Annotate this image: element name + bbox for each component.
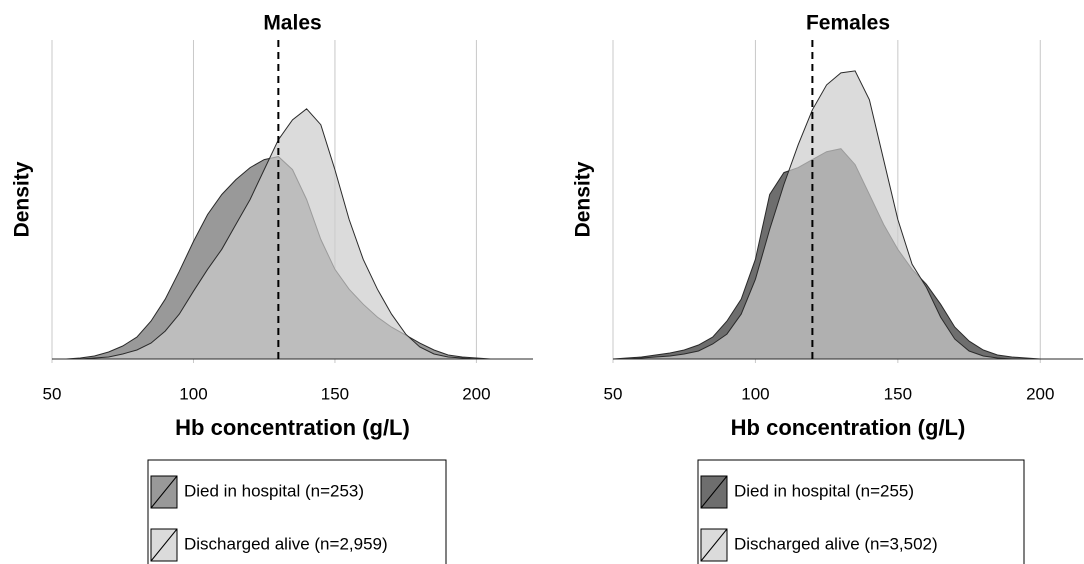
x-tick-label: 200 [1026,384,1054,403]
legend-swatch-slash [700,528,728,562]
legend-box [697,459,1025,564]
y-axis-label: Density [572,161,595,237]
legend-swatch-slash [150,528,178,562]
x-tick-label: 50 [604,384,623,403]
x-axis-label: Hb concentration (g/L) [731,415,966,440]
legend-swatch-slash [150,475,178,509]
density-area [52,108,533,360]
x-tick-label: 150 [321,384,349,403]
legend-label: Discharged alive (n=2,959) [184,534,388,553]
legend-label: Died in hospital (n=253) [184,481,364,500]
density-area [613,70,1083,360]
x-tick-label: 100 [741,384,769,403]
legend-label: Discharged alive (n=3,502) [734,534,938,553]
x-tick-label: 50 [43,384,62,403]
legend-box [147,459,447,564]
x-tick-label: 100 [179,384,207,403]
legend-label: Died in hospital (n=255) [734,481,914,500]
x-tick-label: 200 [462,384,490,403]
x-axis-label: Hb concentration (g/L) [175,415,410,440]
y-axis-label: Density [11,161,34,237]
x-tick-label: 150 [884,384,912,403]
chart-title: Females [806,12,890,35]
chart-title: Males [263,12,321,35]
legend-swatch-slash [700,475,728,509]
